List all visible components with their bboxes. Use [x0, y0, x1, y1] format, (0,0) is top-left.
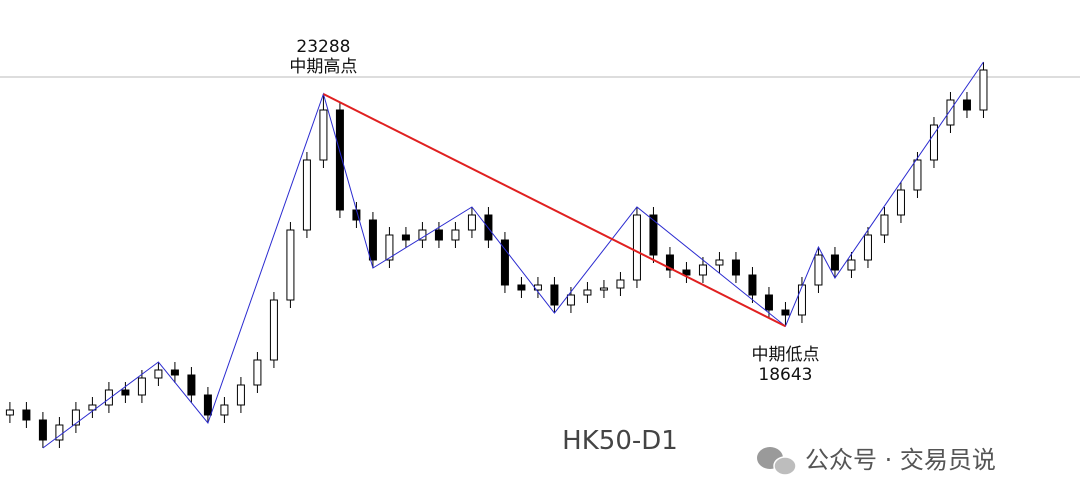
wechat-icon	[757, 447, 797, 476]
zigzag-line	[42, 61, 984, 449]
candle-body	[467, 214, 476, 231]
candle-body	[203, 394, 212, 416]
candle-body	[830, 254, 839, 271]
candle-body	[946, 99, 955, 126]
candle-body	[104, 389, 113, 406]
candle-body	[517, 284, 526, 291]
candle-body	[731, 259, 740, 276]
candle-body	[401, 234, 410, 241]
candle-body	[550, 284, 559, 306]
candle-body	[500, 239, 509, 286]
candle-body	[715, 259, 724, 266]
candle-body	[88, 404, 97, 411]
candle-body	[121, 389, 130, 396]
candle-body	[929, 124, 938, 161]
candle-body	[385, 234, 394, 261]
candle-body	[137, 377, 146, 396]
candle-body	[682, 269, 691, 276]
candle-body	[599, 287, 608, 291]
candle-body	[797, 284, 806, 316]
candle-body	[583, 289, 592, 296]
candle-body	[5, 409, 14, 416]
candle-body	[665, 254, 674, 271]
candle-body	[847, 259, 856, 271]
candle-body	[71, 409, 80, 426]
annotation: 23288	[296, 37, 350, 57]
candle-body	[781, 309, 790, 316]
candle-body	[962, 99, 971, 111]
symbol-label: HK50-D1	[562, 426, 678, 456]
annotation: 18643	[758, 365, 812, 385]
candle-body	[863, 234, 872, 261]
candle-body	[913, 159, 922, 191]
candle-body	[368, 219, 377, 261]
annotation: 中期高点	[289, 57, 357, 77]
candle-body	[979, 69, 988, 111]
candle-body	[154, 369, 163, 379]
candle-body	[632, 214, 641, 281]
candle-body	[22, 409, 31, 421]
watermark: 公众号 · 交易员说	[805, 446, 996, 474]
candle-body	[302, 159, 311, 231]
candle-body	[253, 359, 262, 386]
trend-line	[322, 93, 786, 328]
candle-body	[748, 274, 757, 296]
candle-body	[187, 374, 196, 396]
candle-body	[616, 279, 625, 289]
candle-body	[764, 294, 773, 311]
candle-body	[880, 214, 889, 236]
candle-body	[698, 264, 707, 276]
candle-body	[434, 229, 443, 241]
candle-body	[38, 419, 47, 441]
candle-body	[649, 214, 658, 256]
candle-body	[220, 404, 229, 416]
candle-body	[236, 384, 245, 406]
candle-body	[286, 229, 295, 301]
candle-body	[451, 229, 460, 241]
candle-body	[896, 189, 905, 216]
annotation: 中期低点	[751, 345, 819, 365]
candle-body	[319, 109, 328, 161]
candle-body	[269, 299, 278, 361]
candle-body	[170, 369, 179, 376]
candle-body	[814, 254, 823, 286]
candle-body	[566, 294, 575, 306]
candle-body	[335, 109, 344, 211]
